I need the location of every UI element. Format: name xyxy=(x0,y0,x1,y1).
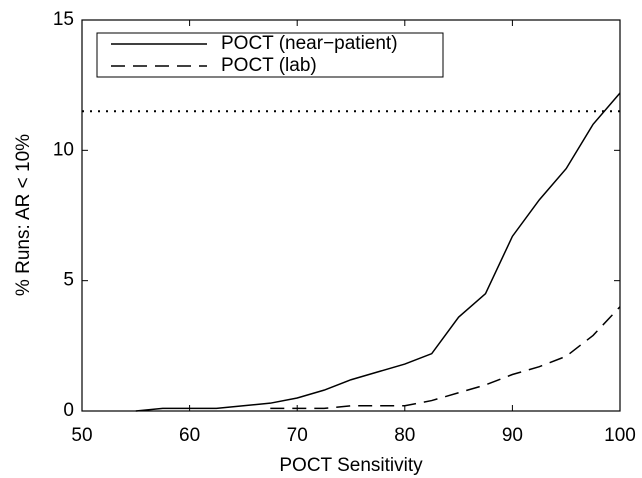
x-tick-label: 60 xyxy=(179,425,200,446)
x-axis-label: POCT Sensitivity xyxy=(279,455,423,476)
plot-frame xyxy=(81,19,621,412)
legend-label: POCT (lab) xyxy=(221,55,317,76)
series-line xyxy=(135,92,621,412)
x-tick-label: 50 xyxy=(71,425,92,446)
x-tick-label: 100 xyxy=(604,425,636,446)
x-tick-label: 70 xyxy=(287,425,308,446)
y-tick-label: 0 xyxy=(63,400,74,421)
x-tick-label: 90 xyxy=(502,425,523,446)
legend-box xyxy=(96,32,444,78)
x-tick-label: 80 xyxy=(394,425,415,446)
y-tick-label: 15 xyxy=(53,9,74,30)
series-line xyxy=(270,306,621,410)
y-tick-label: 5 xyxy=(63,270,74,291)
y-tick-label: 10 xyxy=(53,139,74,160)
y-axis-label: % Runs: AR < 10% xyxy=(13,134,34,296)
legend-label: POCT (near−patient) xyxy=(221,33,398,54)
